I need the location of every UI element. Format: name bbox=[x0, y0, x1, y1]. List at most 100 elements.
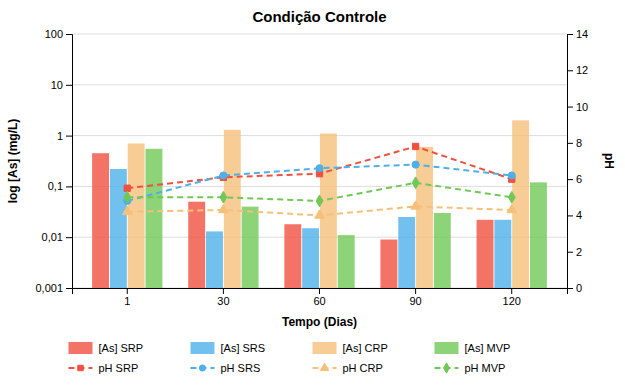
legend-label: pH CRP bbox=[343, 362, 383, 374]
tick-mark bbox=[567, 252, 573, 253]
bar bbox=[338, 235, 355, 288]
bar bbox=[302, 228, 319, 288]
tick-mark bbox=[567, 215, 573, 216]
tick-label: 0 bbox=[576, 282, 582, 294]
marker bbox=[220, 191, 227, 203]
line-series bbox=[124, 177, 515, 207]
y-axis: 0,001 0,01 0,1 1 10 100 bbox=[35, 28, 72, 294]
marker bbox=[315, 210, 325, 218]
legend-label: [As] SRP bbox=[99, 342, 144, 354]
marker bbox=[508, 172, 515, 179]
tick: 12 bbox=[567, 64, 588, 76]
tick: 90 bbox=[409, 288, 421, 307]
legend-item: [As] SRS bbox=[191, 342, 266, 354]
tick-label: 14 bbox=[576, 28, 588, 40]
tick: 0,1 bbox=[48, 180, 72, 192]
bar bbox=[284, 224, 301, 288]
tick-mark bbox=[66, 85, 72, 86]
tick-label: 1 bbox=[57, 130, 63, 142]
grid-line bbox=[72, 135, 567, 136]
plot-area bbox=[92, 120, 547, 288]
tick-label: 90 bbox=[409, 295, 421, 307]
legend-label: [As] SRS bbox=[221, 342, 266, 354]
tick: 2 bbox=[567, 246, 582, 258]
marker bbox=[124, 191, 131, 203]
tick: 0 bbox=[567, 282, 582, 294]
tick-label: 30 bbox=[217, 295, 229, 307]
legend-label: [As] CRP bbox=[343, 342, 388, 354]
bar bbox=[92, 153, 109, 288]
tick-mark bbox=[567, 288, 573, 289]
legend-swatch bbox=[191, 342, 215, 354]
tick-label: 12 bbox=[576, 64, 588, 76]
tick: 0,001 bbox=[35, 282, 72, 294]
line bbox=[127, 146, 511, 188]
tick: 100 bbox=[45, 28, 72, 40]
legend-swatch bbox=[69, 342, 93, 354]
bar-series bbox=[110, 169, 511, 288]
bar bbox=[242, 207, 259, 288]
tick-mark bbox=[567, 70, 573, 71]
tick-label: 0,1 bbox=[48, 180, 63, 192]
marker bbox=[412, 161, 419, 168]
tick: 60 bbox=[313, 288, 325, 307]
title: Condição Controle bbox=[252, 8, 386, 25]
tick-label: 0,001 bbox=[35, 282, 63, 294]
x-axis-title: Tempo (Dias) bbox=[282, 315, 357, 329]
tick-label: 8 bbox=[576, 137, 582, 149]
bar bbox=[320, 133, 337, 288]
tick: 1 bbox=[124, 288, 130, 307]
legend-marker bbox=[78, 365, 83, 370]
bar bbox=[398, 217, 415, 288]
bar bbox=[380, 240, 397, 288]
tick-mark bbox=[567, 179, 573, 180]
bar bbox=[188, 202, 205, 288]
marker bbox=[412, 177, 419, 189]
x-axis: 1306090120 bbox=[73, 288, 568, 307]
tick-mark bbox=[567, 143, 573, 144]
bar bbox=[494, 220, 511, 288]
legend-marker bbox=[320, 363, 328, 370]
tick-label: 10 bbox=[576, 101, 588, 113]
marker bbox=[220, 172, 227, 179]
bar bbox=[434, 213, 451, 288]
tick-mark bbox=[66, 288, 72, 289]
tick-mark bbox=[567, 34, 573, 35]
tick-label: 10 bbox=[51, 79, 63, 91]
marker bbox=[316, 195, 323, 207]
bar bbox=[206, 231, 223, 288]
legend-label: pH MVP bbox=[465, 362, 506, 374]
tick-label: 1 bbox=[124, 295, 130, 307]
bar bbox=[530, 182, 547, 288]
marker bbox=[412, 143, 418, 149]
bar bbox=[512, 120, 529, 288]
y-axis-title: log [As] (mg/L) bbox=[6, 119, 20, 204]
marker bbox=[411, 201, 421, 209]
tick-label: 6 bbox=[576, 173, 582, 185]
marker bbox=[507, 204, 517, 212]
tick: 4 bbox=[567, 209, 582, 221]
tick-label: 0,01 bbox=[42, 231, 63, 243]
tick-label: 2 bbox=[576, 246, 582, 258]
marker bbox=[122, 206, 132, 214]
tick: 8 bbox=[567, 137, 582, 149]
legend-item: [As] MVP bbox=[435, 342, 511, 354]
legend-item: pH MVP bbox=[435, 362, 506, 374]
grid-line bbox=[72, 84, 567, 85]
chart: 13060901200,0010,010,111010002468101214C… bbox=[0, 0, 625, 392]
tick-label: 4 bbox=[576, 209, 582, 221]
tick-mark bbox=[511, 288, 512, 294]
legend-item: [As] SRP bbox=[69, 342, 144, 354]
marker bbox=[316, 165, 323, 172]
tick-mark bbox=[66, 237, 72, 238]
legend-label: [As] MVP bbox=[465, 342, 511, 354]
bar bbox=[146, 149, 163, 288]
axis-line bbox=[73, 289, 568, 295]
tick: 10 bbox=[51, 79, 72, 91]
legend-swatch bbox=[435, 342, 459, 354]
legend-label: pH SRP bbox=[99, 362, 139, 374]
legend-swatch bbox=[313, 342, 337, 354]
legend-marker bbox=[199, 365, 205, 371]
legend-item: pH SRS bbox=[191, 362, 261, 374]
axis-line bbox=[568, 35, 574, 289]
